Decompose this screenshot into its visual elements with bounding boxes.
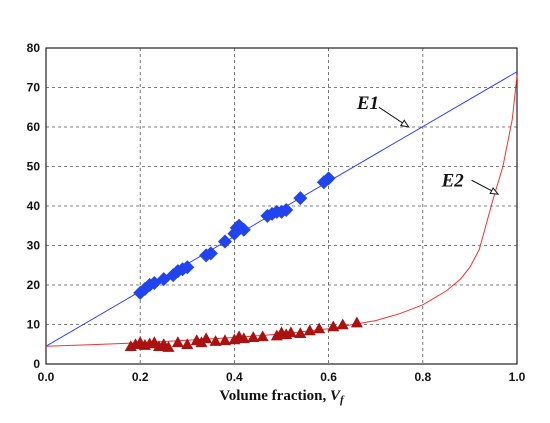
- annotation-label: E1: [356, 93, 379, 114]
- triangle-point: [256, 330, 269, 342]
- triangle-point: [237, 332, 250, 344]
- y-tick-label: 0: [33, 357, 40, 371]
- triangle-point: [162, 341, 175, 352]
- y-tick-label: 50: [27, 160, 41, 174]
- diamond-point: [279, 202, 294, 217]
- triangle-point: [294, 327, 307, 338]
- annotation-label: E2: [441, 170, 465, 191]
- y-tick-label: 80: [27, 41, 41, 55]
- annotation-arrowhead: [489, 187, 500, 195]
- diamond-point: [217, 234, 232, 249]
- x-axis-label-subscript: f: [340, 394, 345, 406]
- x-tick-label: 0.6: [320, 370, 337, 384]
- y-tick-label: 20: [27, 278, 41, 292]
- annotation-arrowhead: [399, 119, 410, 128]
- triangle-point: [209, 335, 222, 346]
- triangle-point: [200, 332, 213, 344]
- y-tick-label: 70: [27, 81, 41, 95]
- x-axis-label: Volume fraction, Vf: [219, 388, 345, 406]
- diamond-point: [203, 246, 218, 261]
- annotations: E1 E2: [356, 93, 500, 195]
- triangle-point: [327, 320, 340, 332]
- triangle-point: [181, 338, 194, 350]
- diamond-point: [293, 191, 308, 206]
- diamond-point: [236, 222, 251, 237]
- markers: [124, 171, 363, 352]
- triangle-point: [303, 324, 316, 336]
- triangle-point: [247, 331, 260, 342]
- x-tick-labels: 0.0 0.2 0.4 0.6 0.8 1.0: [38, 370, 526, 384]
- y-tick-label: 10: [27, 318, 41, 332]
- x-tick-label: 0.0: [38, 370, 55, 384]
- x-tick-label: 0.2: [132, 370, 149, 384]
- y-tick-label: 30: [27, 239, 41, 253]
- diamond-point: [180, 260, 195, 275]
- x-axis-label-text: Volume fraction,: [219, 388, 330, 404]
- y-tick-labels: 0 10 20 30 40 50 60 70 80: [27, 41, 41, 371]
- diamond-point: [321, 171, 336, 186]
- triangle-point: [313, 322, 326, 334]
- triangle-point: [218, 334, 231, 346]
- x-axis-label-symbol: V: [330, 388, 342, 404]
- x-tick-label: 0.8: [414, 370, 431, 384]
- x-tick-label: 0.4: [226, 370, 243, 384]
- x-tick-label: 1.0: [509, 370, 526, 384]
- triangle-point: [336, 318, 349, 330]
- y-tick-label: 60: [27, 120, 41, 134]
- y-tick-label: 40: [27, 199, 41, 213]
- plot-frame: [45, 47, 518, 365]
- triangle-point: [284, 326, 297, 338]
- triangle-point: [350, 316, 363, 328]
- triangle-point: [171, 336, 184, 348]
